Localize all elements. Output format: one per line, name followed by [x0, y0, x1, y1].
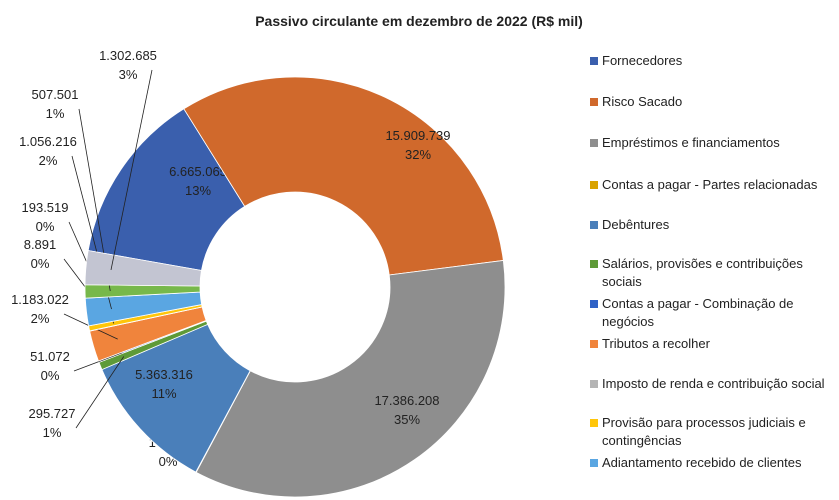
legend-label: Provisão para processos judiciais e cont…	[602, 415, 806, 448]
legend-item: Debêntures	[590, 216, 835, 234]
data-label: 1.183.022	[11, 292, 69, 307]
legend-label: Empréstimos e financiamentos	[602, 135, 780, 150]
legend-swatch	[590, 380, 598, 388]
data-label-percent: 11%	[151, 386, 176, 401]
donut-slice	[84, 250, 202, 287]
legend-label: Contas a pagar - Partes relacionadas	[602, 177, 818, 192]
legend-item: Contas a pagar - Partes relacionadas	[590, 176, 835, 194]
legend-label: Risco Sacado	[602, 94, 683, 109]
legend-item: Imposto de renda e contribuição social	[590, 375, 835, 393]
data-label: 8.891	[24, 237, 57, 252]
data-label: 17.386.208	[374, 393, 439, 408]
data-label-percent: 2%	[39, 153, 58, 168]
data-label: 1.056.216	[19, 134, 77, 149]
legend-item: Empréstimos e financiamentos	[590, 134, 835, 152]
data-label: 15.909.739	[385, 128, 450, 143]
data-label-percent: 35%	[394, 412, 420, 427]
legend-item: Fornecedores	[590, 52, 835, 70]
legend-swatch	[590, 340, 598, 348]
legend-swatch	[590, 139, 598, 147]
legend-label: Imposto de renda e contribuição social	[602, 376, 825, 391]
legend-label: Debêntures	[602, 217, 670, 232]
chart-title: Passivo circulante em dezembro de 2022 (…	[255, 13, 583, 29]
legend-swatch	[590, 98, 598, 106]
data-label: 507.501	[32, 87, 79, 102]
leader-line	[73, 352, 123, 372]
data-label-percent: 2%	[31, 311, 50, 326]
data-label-percent: 0%	[41, 368, 60, 383]
legend-swatch	[590, 459, 598, 467]
legend-label: Contas a pagar - Combinação de negócios	[602, 296, 794, 329]
data-label-percent: 0%	[36, 219, 55, 234]
legend-item: Adiantamento recebido de clientes	[590, 454, 835, 472]
legend-item: Provisão para processos judiciais e cont…	[590, 414, 835, 450]
legend-item: Tributos a recolher	[590, 335, 835, 353]
legend-label: Adiantamento recebido de clientes	[602, 455, 802, 470]
legend-label: Fornecedores	[602, 53, 683, 68]
legend-item: Risco Sacado	[590, 93, 835, 111]
donut-slice	[87, 108, 246, 271]
legend-label: Salários, provisões e contribuições soci…	[602, 256, 803, 289]
legend-swatch	[590, 57, 598, 65]
donut-slice	[195, 260, 506, 498]
leader-line	[110, 69, 153, 270]
data-label-percent: 13%	[185, 183, 211, 198]
data-label-percent: 1%	[43, 425, 62, 440]
legend-item: Contas a pagar - Combinação de negócios	[590, 295, 835, 331]
data-label-percent: 1%	[46, 106, 65, 121]
data-label-percent: 3%	[119, 67, 138, 82]
data-label-percent: 32%	[405, 147, 431, 162]
data-label: 51.072	[30, 349, 70, 364]
legend-item: Salários, provisões e contribuições soci…	[590, 255, 835, 291]
data-label: 193.519	[22, 200, 69, 215]
legend-label: Tributos a recolher	[602, 336, 710, 351]
legend-swatch	[590, 419, 598, 427]
data-label: 295.727	[29, 406, 76, 421]
leader-line	[75, 356, 125, 429]
data-label: 5.363.316	[135, 367, 193, 382]
data-label-percent: 0%	[31, 256, 50, 271]
legend-swatch	[590, 181, 598, 189]
legend-swatch	[590, 221, 598, 229]
data-label: 6.665.065	[169, 164, 227, 179]
legend-swatch	[590, 300, 598, 308]
legend-swatch	[590, 260, 598, 268]
donut-slice	[183, 76, 504, 276]
data-label: 1.302.685	[99, 48, 157, 63]
